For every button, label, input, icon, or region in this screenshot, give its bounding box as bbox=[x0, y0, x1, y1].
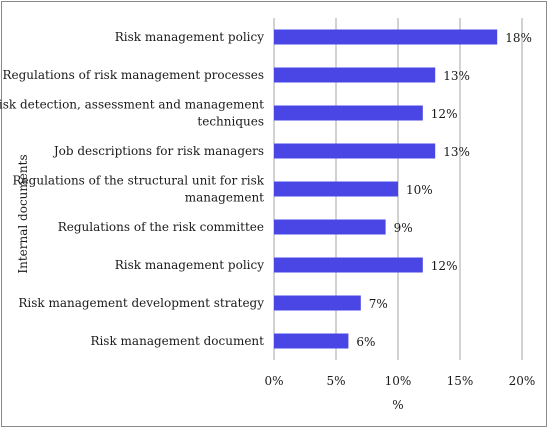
data-labels: 18% 13% 12% 13% 10% 9% 12% 7% 6% bbox=[356, 31, 531, 349]
category-labels: Risk management policy Regulations of ris… bbox=[0, 30, 265, 348]
data-label: 9% bbox=[394, 221, 413, 235]
x-tick-label: 0% bbox=[264, 374, 283, 388]
x-tick-label: 20% bbox=[509, 374, 536, 388]
category-label: Risk management policy bbox=[115, 258, 264, 272]
data-label: 13% bbox=[443, 145, 470, 159]
category-label: Risk management development strategy bbox=[18, 296, 264, 310]
category-label: Risk detection, assessment and managemen… bbox=[0, 98, 264, 129]
category-label: Risk management policy bbox=[115, 30, 264, 44]
bar bbox=[274, 333, 349, 349]
y-axis-title: Internal documents bbox=[16, 154, 30, 273]
data-label: 10% bbox=[406, 183, 433, 197]
data-label: 13% bbox=[443, 69, 470, 83]
category-label: Job descriptions for risk managers bbox=[52, 144, 264, 158]
x-tick-labels: 0% 5% 10% 15% 20% bbox=[264, 374, 535, 388]
category-label: Regulations of the structural unit for r… bbox=[13, 174, 265, 205]
data-label: 18% bbox=[505, 31, 532, 45]
bar bbox=[274, 105, 423, 121]
category-label: Risk management document bbox=[90, 334, 264, 348]
data-label: 7% bbox=[369, 297, 388, 311]
category-label: Regulations of risk management processes bbox=[2, 68, 264, 82]
data-label: 12% bbox=[431, 259, 458, 273]
bar bbox=[274, 295, 361, 311]
x-tick-label: 5% bbox=[326, 374, 345, 388]
bar bbox=[274, 67, 436, 83]
data-label: 12% bbox=[431, 107, 458, 121]
bar bbox=[274, 143, 436, 159]
bar bbox=[274, 219, 386, 235]
x-tick-label: 10% bbox=[385, 374, 412, 388]
bars bbox=[274, 29, 498, 349]
bar bbox=[274, 29, 498, 45]
category-label: Regulations of the risk committee bbox=[58, 220, 264, 234]
data-label: 6% bbox=[356, 335, 375, 349]
bar bbox=[274, 257, 423, 273]
x-axis-title: % bbox=[392, 398, 403, 412]
x-tick-label: 15% bbox=[447, 374, 474, 388]
bar bbox=[274, 181, 398, 197]
